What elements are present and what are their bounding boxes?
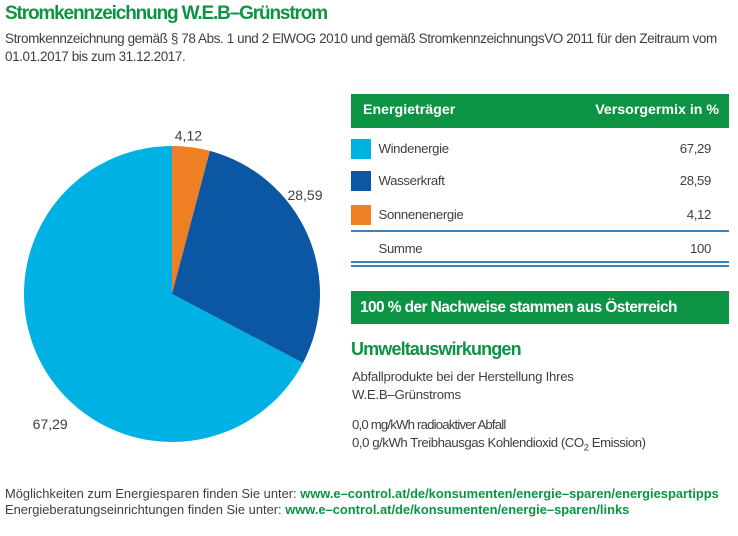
svg-text:67,29: 67,29 — [33, 416, 68, 432]
svg-text:28,59: 28,59 — [287, 187, 322, 203]
svg-text:4,12: 4,12 — [175, 128, 202, 144]
